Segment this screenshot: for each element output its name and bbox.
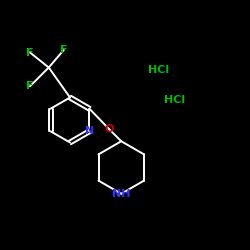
Text: N: N	[85, 126, 94, 136]
Text: HCl: HCl	[164, 95, 186, 105]
Text: O: O	[104, 124, 114, 134]
Text: F: F	[26, 48, 34, 58]
Text: NH: NH	[112, 189, 130, 199]
Text: F: F	[60, 45, 68, 55]
Text: HCl: HCl	[148, 65, 169, 75]
Text: F: F	[26, 81, 34, 91]
